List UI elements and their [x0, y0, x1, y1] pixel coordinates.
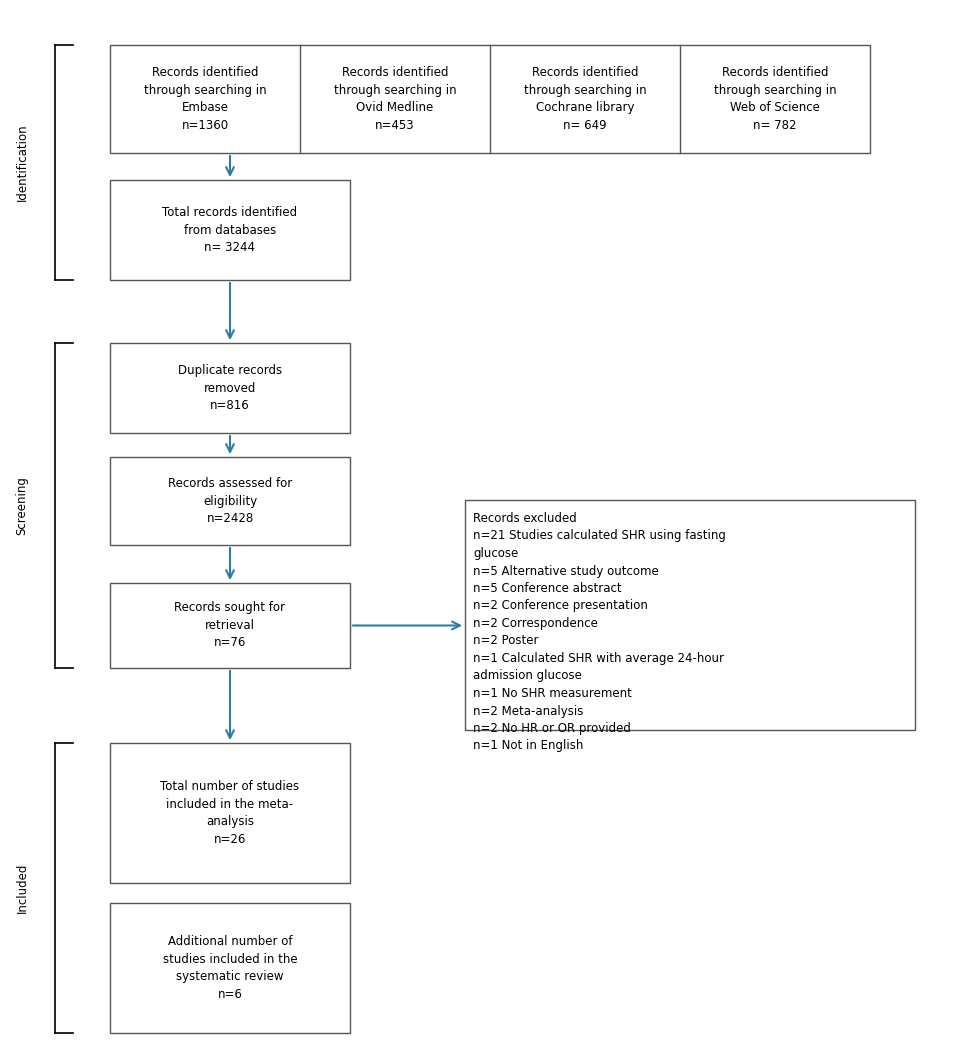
Bar [110, 743, 350, 883]
Bar [110, 180, 350, 280]
Text: Records identified
through searching in
Embase
n=1360: Records identified through searching in … [143, 66, 266, 132]
Bar [110, 903, 350, 1033]
Text: Records identified
through searching in
Cochrane library
n= 649: Records identified through searching in … [524, 66, 646, 132]
Bar [110, 343, 350, 433]
Text: Records sought for
retrieval
n=76: Records sought for retrieval n=76 [175, 601, 286, 650]
Bar [110, 583, 350, 668]
Text: Records identified
through searching in
Web of Science
n= 782: Records identified through searching in … [714, 66, 837, 132]
Text: Duplicate records
removed
n=816: Duplicate records removed n=816 [177, 364, 282, 412]
Text: Total records identified
from databases
n= 3244: Total records identified from databases … [163, 206, 297, 254]
Text: Total number of studies
included in the meta-
analysis
n=26: Total number of studies included in the … [161, 780, 299, 846]
Text: Records assessed for
eligibility
n=2428: Records assessed for eligibility n=2428 [168, 477, 292, 525]
Bar [110, 45, 870, 153]
Text: Additional number of
studies included in the
systematic review
n=6: Additional number of studies included in… [163, 935, 297, 1000]
Text: Identification: Identification [16, 123, 28, 201]
Text: Included: Included [16, 862, 28, 913]
Text: Screening: Screening [16, 476, 28, 535]
Bar [110, 457, 350, 545]
Bar [465, 500, 915, 730]
Text: Records excluded
n=21 Studies calculated SHR using fasting
glucose
n=5 Alternati: Records excluded n=21 Studies calculated… [473, 512, 725, 753]
Text: Records identified
through searching in
Ovid Medline
n=453: Records identified through searching in … [333, 66, 456, 132]
